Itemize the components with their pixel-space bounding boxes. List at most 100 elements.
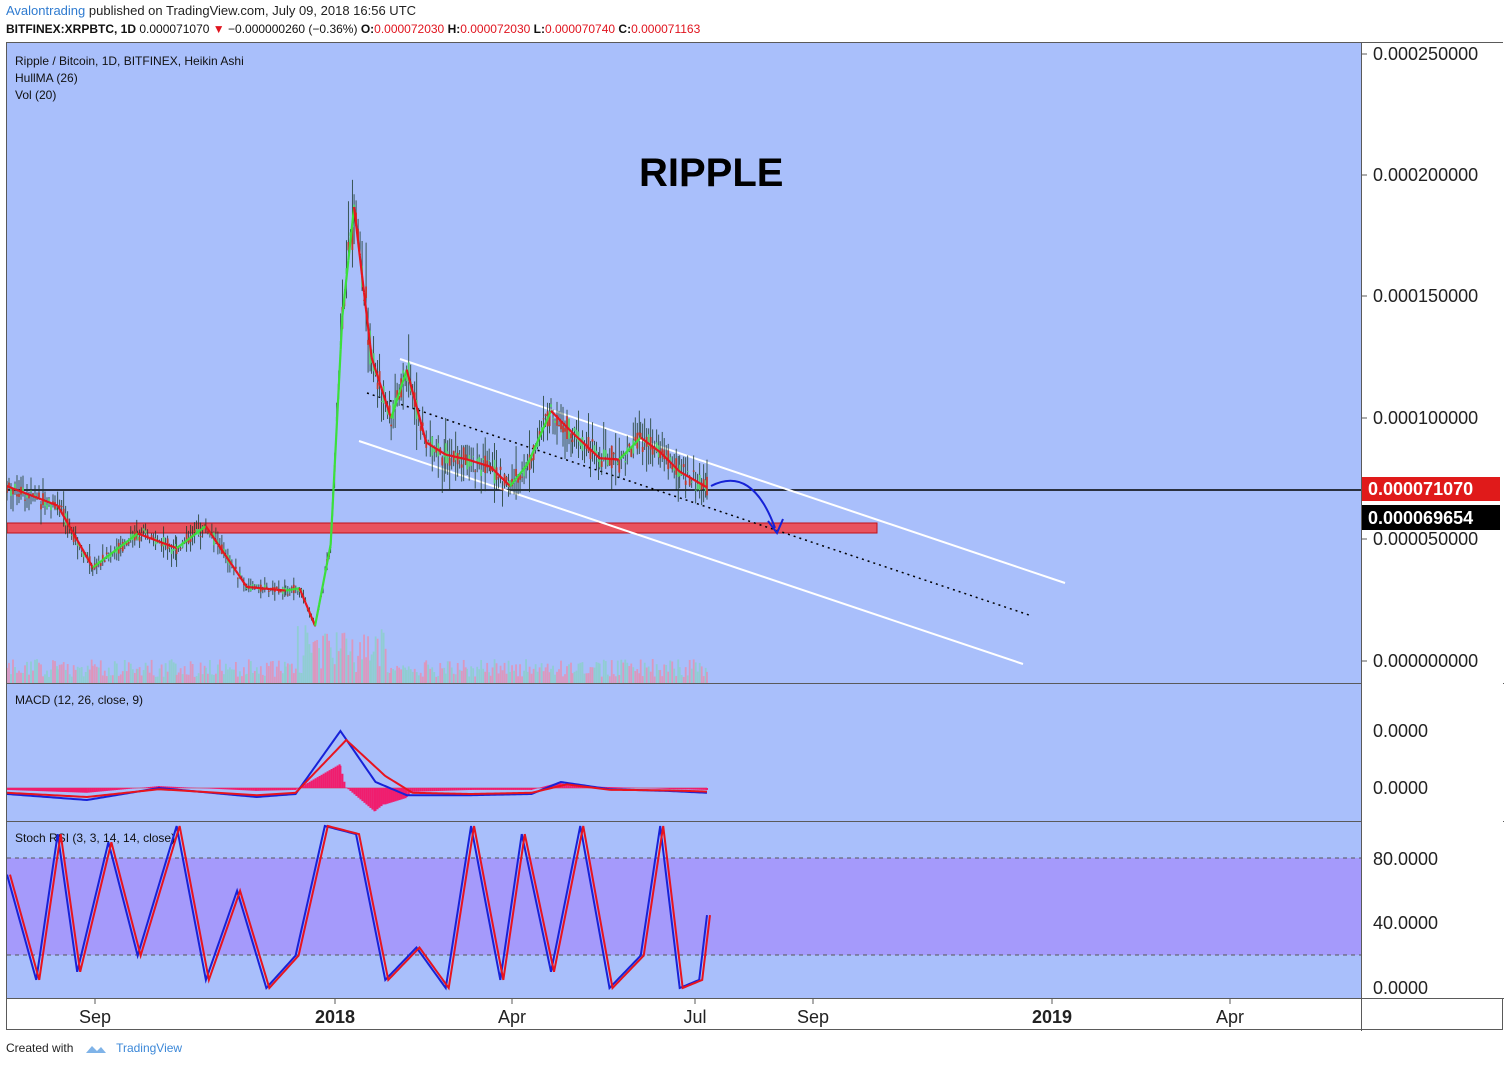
volume-bar [42, 676, 44, 683]
hull-segment [48, 501, 52, 505]
volume-bar [616, 660, 619, 683]
candle-body [152, 537, 155, 539]
hull-segment [242, 581, 247, 587]
hull-segment [689, 476, 693, 480]
volume-bar [528, 666, 531, 683]
volume-bar [604, 661, 607, 683]
volume-bar [692, 659, 695, 683]
hull-segment [538, 431, 543, 438]
hull-segment [308, 611, 313, 618]
volume-bar [446, 661, 449, 683]
hull-segment [220, 549, 225, 554]
candle-body [50, 504, 52, 511]
hull-segment [175, 545, 180, 549]
author-link[interactable]: Avalontrading [6, 3, 86, 18]
volume-bar [589, 667, 592, 683]
histogram-bar [351, 788, 354, 793]
candle-body [462, 447, 465, 460]
candle-body [185, 533, 188, 543]
hullma-legend[interactable]: HullMA (26) [15, 71, 78, 85]
candle-body [593, 445, 596, 453]
volume-bar [439, 663, 442, 683]
volume-bar [302, 655, 305, 683]
hull-segment [396, 392, 401, 400]
histogram-bar [186, 787, 189, 788]
histogram-bar [688, 788, 691, 790]
hull-segment [8, 485, 12, 489]
support-zone[interactable] [6, 522, 878, 534]
hull-segment [325, 552, 331, 564]
histogram-bar [42, 788, 44, 792]
volume-bar [160, 664, 163, 683]
hull-segment [618, 456, 623, 461]
histogram-bar [87, 788, 90, 793]
candle-body [632, 440, 635, 454]
histogram-bar [127, 788, 130, 789]
hull-segment [167, 543, 171, 547]
histogram-bar [38, 788, 40, 792]
hull-segment [429, 444, 433, 448]
volume-bar [415, 672, 418, 683]
histogram-bar [463, 788, 466, 791]
hull-segment [495, 471, 500, 476]
histogram-bar [115, 788, 118, 791]
hull-segment [673, 465, 677, 469]
hull-segment [165, 542, 169, 546]
volume-bar [620, 659, 623, 683]
volume-bar [376, 638, 379, 683]
candle-body [255, 584, 258, 586]
histogram-bar [82, 788, 84, 793]
channel-upper-line[interactable] [399, 358, 1066, 584]
volume-legend[interactable]: Vol (20) [15, 88, 56, 102]
hull-segment [343, 278, 348, 298]
volume-bar [680, 674, 683, 683]
volume-bar [74, 669, 77, 683]
volume-bar [40, 664, 42, 683]
hull-segment [171, 545, 175, 549]
chart-frame[interactable]: 0.000250000 0.000200000 0.000150000 0.00… [6, 42, 1504, 1031]
histogram-bar [277, 788, 280, 791]
time-axis-label: Apr [498, 1007, 526, 1027]
volume-bar [595, 662, 598, 683]
volume-bar [123, 660, 126, 683]
candle-body [172, 549, 175, 551]
chart-canvas[interactable]: 0.000250000 0.000200000 0.000150000 0.00… [6, 43, 1504, 1031]
stoch-legend[interactable]: Stoch RSI (3, 3, 14, 14, close) [15, 831, 175, 845]
histogram-bar [143, 787, 146, 788]
volume-bar [550, 668, 552, 683]
volume-bar [431, 667, 434, 683]
histogram-bar [435, 788, 438, 792]
hull-segment [134, 533, 138, 537]
tradingview-link[interactable]: TradingView [116, 1041, 183, 1055]
hull-segment [317, 594, 323, 606]
volume-bar [93, 664, 96, 683]
volume-bar [638, 673, 641, 683]
histogram-bar [453, 788, 456, 791]
hull-segment [501, 477, 506, 482]
histogram-bar [216, 788, 219, 789]
volume-bar [6, 667, 8, 683]
time-axis[interactable]: Sep 2018 Apr Jul Sep 2019 Apr [79, 998, 1244, 1027]
histogram-bar [666, 788, 669, 789]
candle-body [367, 339, 369, 345]
volume-bar [95, 666, 98, 683]
volume-bar [76, 666, 79, 683]
histogram-bar [314, 778, 317, 788]
channel-lower-line[interactable] [358, 440, 1024, 665]
price-tick-label: 0.000150000 [1373, 286, 1478, 306]
candle-body [80, 552, 83, 554]
volume-bar [704, 667, 707, 683]
macd-legend[interactable]: MACD (12, 26, close, 9) [15, 693, 143, 707]
forecast-arrow[interactable] [710, 479, 776, 529]
candle-body [390, 424, 393, 427]
hull-segment [118, 545, 122, 549]
histogram-bar [528, 788, 531, 790]
histogram-bar [125, 788, 128, 790]
price-pane[interactable] [7, 43, 1361, 683]
histogram-bar [12, 788, 14, 791]
hull-segment [126, 539, 130, 543]
macd-pane[interactable] [7, 684, 1361, 821]
hull-segment [18, 489, 22, 493]
volume-bar [663, 664, 666, 683]
annotation-title[interactable]: RIPPLE [639, 151, 783, 195]
